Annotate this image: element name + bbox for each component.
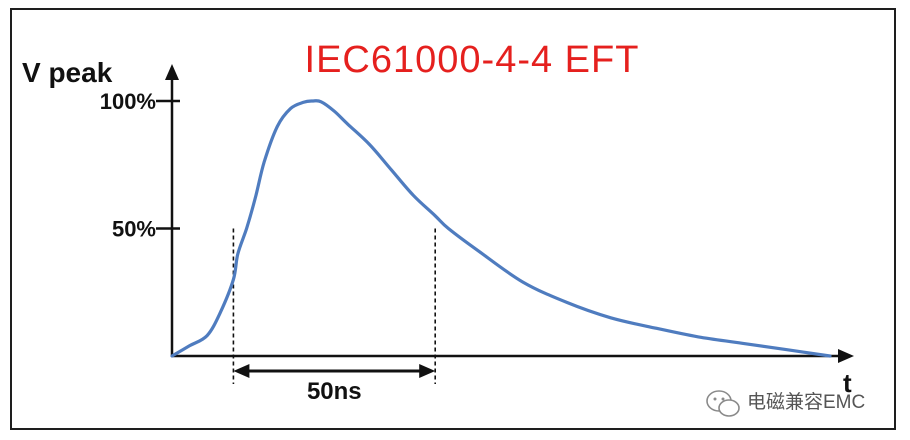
- half-value-markers: [232, 228, 437, 384]
- x-axis-arrow: [838, 349, 854, 363]
- chart-frame: [10, 8, 896, 430]
- y-axis-arrow: [165, 64, 179, 80]
- wechat-icon: [706, 390, 740, 417]
- y-ticks: 100% 50%: [100, 89, 180, 242]
- duration-arrow: [233, 364, 436, 378]
- x-axis-label: t: [843, 368, 852, 398]
- duration-arrowhead-left: [233, 364, 250, 378]
- y-axis-label: V peak: [22, 57, 113, 88]
- y-tick-label: 100%: [100, 89, 156, 114]
- watermark-text: 电磁兼容EMC: [747, 391, 865, 413]
- watermark: 电磁兼容EMC: [706, 390, 865, 417]
- duration-label: 50ns: [307, 378, 362, 405]
- y-tick-label: 50%: [112, 217, 156, 242]
- duration-arrowhead-right: [419, 364, 436, 378]
- series-line: [170, 99, 832, 358]
- chart-title: IEC61000-4-4 EFT: [305, 39, 640, 81]
